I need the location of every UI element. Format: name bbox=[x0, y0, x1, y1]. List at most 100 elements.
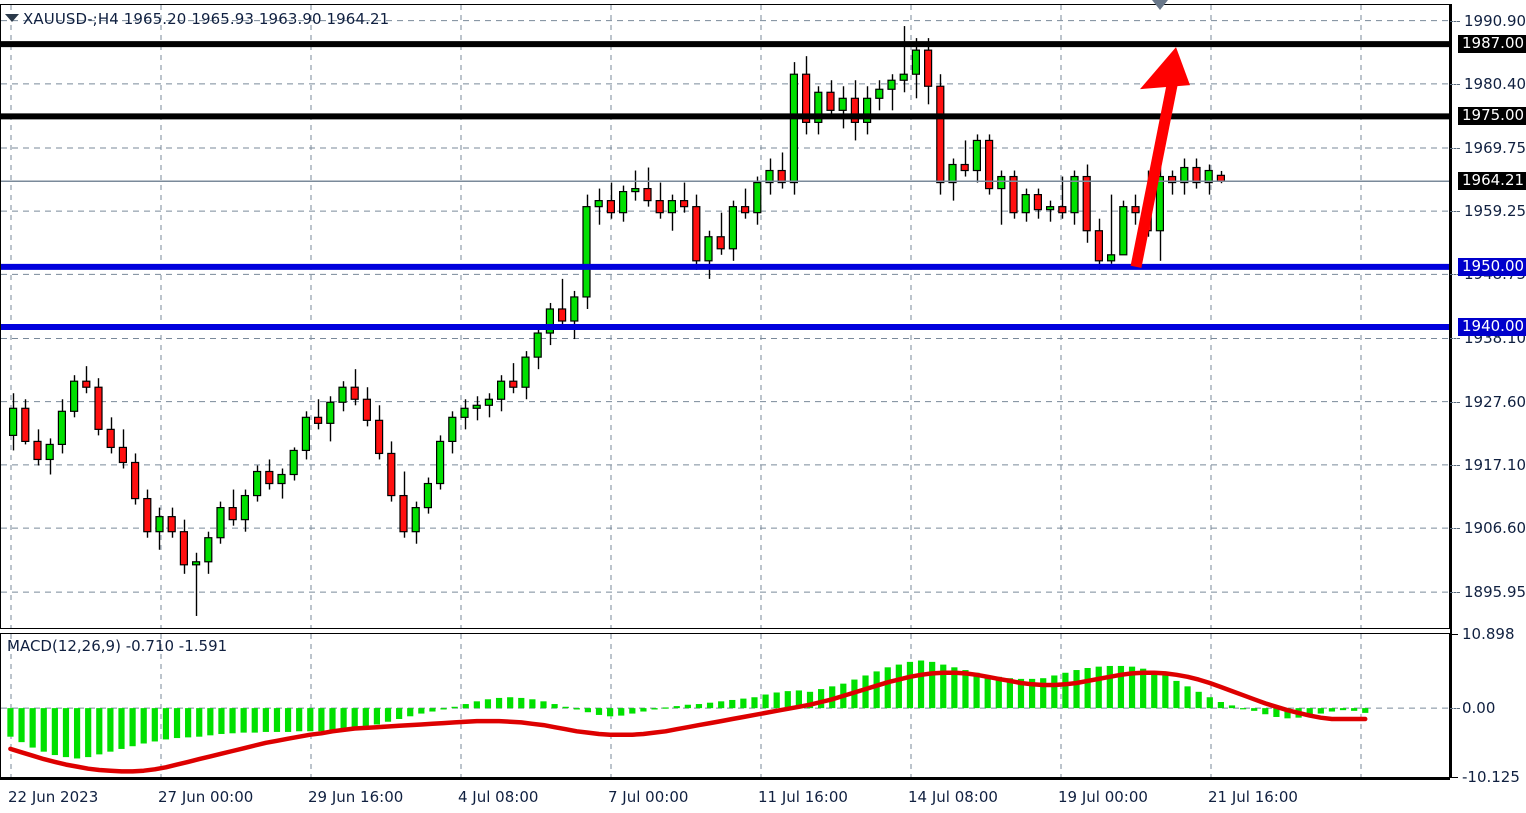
macd-histogram-bar bbox=[873, 671, 880, 709]
macd-histogram-bar bbox=[418, 708, 425, 714]
candle-bullish bbox=[972, 139, 982, 172]
macd-histogram-bar bbox=[540, 701, 547, 709]
axis-tickmark bbox=[1450, 20, 1460, 22]
candle-bullish bbox=[338, 386, 347, 403]
candle-bullish bbox=[1070, 175, 1079, 214]
macd-histogram-bar bbox=[251, 708, 258, 733]
macd-histogram-bar bbox=[1239, 708, 1247, 710]
candle-bullish bbox=[411, 507, 420, 533]
price-level-tag[interactable]: 1987.00 bbox=[1458, 35, 1526, 54]
price-tick-label: 1959.25 bbox=[1464, 202, 1526, 221]
candle-bearish bbox=[21, 407, 30, 443]
macd-histogram-bar bbox=[1073, 670, 1080, 709]
macd-histogram-bar bbox=[1106, 665, 1113, 709]
candle-bearish bbox=[923, 49, 933, 87]
macd-histogram-bar bbox=[995, 676, 1002, 709]
axis-tickmark bbox=[1450, 777, 1458, 778]
macd-histogram-bar bbox=[607, 708, 614, 717]
macd-histogram-bar bbox=[917, 660, 925, 709]
candle-bearish bbox=[362, 398, 371, 421]
axis-tickmark bbox=[1450, 147, 1460, 149]
candle-bullish bbox=[289, 449, 298, 476]
candle-bearish bbox=[167, 516, 176, 533]
candle-bearish bbox=[106, 428, 115, 449]
candle-bearish bbox=[399, 494, 408, 533]
candle-bullish bbox=[1106, 254, 1116, 262]
time-tick-label: 21 Jul 16:00 bbox=[1208, 788, 1298, 806]
macd-histogram-bar bbox=[1206, 697, 1213, 709]
macd-histogram-bar bbox=[1284, 708, 1291, 719]
macd-histogram-bar bbox=[1317, 708, 1324, 714]
axis-tickmark bbox=[1450, 464, 1460, 466]
macd-histogram-bar bbox=[484, 699, 492, 709]
triangle-down-icon[interactable] bbox=[5, 14, 19, 22]
time-tick-label: 7 Jul 00:00 bbox=[608, 788, 689, 806]
axis-tickmark bbox=[1450, 592, 1460, 594]
time-tick-label: 14 Jul 08:00 bbox=[908, 788, 998, 806]
candle-bearish bbox=[984, 139, 994, 190]
candle-bullish bbox=[789, 73, 799, 184]
price-level-tag[interactable]: 1975.00 bbox=[1458, 107, 1526, 126]
macd-histogram-bar bbox=[462, 704, 469, 709]
macd-histogram-bar bbox=[440, 708, 447, 710]
candle-bearish bbox=[692, 206, 701, 262]
macd-histogram-bar bbox=[951, 667, 958, 709]
macd-indicator-pane[interactable]: MACD(12,26,9) -0.710 -1.591 bbox=[0, 633, 1450, 778]
candle-bullish bbox=[1045, 206, 1055, 211]
candle-bullish bbox=[704, 236, 713, 262]
macd-histogram-bar bbox=[740, 698, 747, 709]
macd-histogram-bar bbox=[618, 708, 625, 716]
candle-bullish bbox=[545, 308, 555, 334]
time-axis[interactable]: 22 Jun 2023 27 Jun 00:00 29 Jun 16:00 4 Jul… bbox=[0, 778, 1450, 813]
price-axis[interactable]: 1990.901980.401969.751959.251948.751938.… bbox=[1450, 4, 1526, 629]
candle-bearish bbox=[179, 531, 188, 566]
candle-bullish bbox=[594, 200, 603, 208]
price-level-tag[interactable]: 1940.00 bbox=[1458, 318, 1526, 337]
symbol-header: XAUUSD-;H4 1965.20 1965.93 1963.90 1964.… bbox=[23, 10, 390, 28]
candle-bearish bbox=[1009, 175, 1018, 214]
macd-histogram-bar bbox=[784, 691, 791, 709]
candle-bullish bbox=[631, 187, 640, 193]
macd-histogram-bar bbox=[507, 697, 514, 709]
macd-axis[interactable]: 10.898 0.00 -10.125 bbox=[1450, 625, 1526, 786]
candle-bearish bbox=[1094, 230, 1104, 262]
candle-bearish bbox=[643, 187, 652, 202]
macd-histogram-bar bbox=[651, 708, 658, 710]
macd-histogram-bar bbox=[984, 675, 991, 709]
macd-histogram-bar bbox=[62, 708, 70, 758]
candle-bullish bbox=[155, 516, 164, 533]
price-level-tag[interactable]: 1950.00 bbox=[1458, 257, 1526, 276]
axis-tickmark bbox=[1450, 338, 1460, 340]
candle-bullish bbox=[204, 537, 213, 563]
macd-histogram-bar bbox=[96, 708, 103, 755]
macd-histogram-bar bbox=[1173, 680, 1180, 709]
candle-bearish bbox=[265, 470, 274, 485]
macd-histogram-bar bbox=[218, 708, 225, 734]
macd-histogram-bar bbox=[584, 708, 592, 713]
macd-histogram-bar bbox=[695, 704, 703, 709]
price-plot-area[interactable] bbox=[1, 5, 1449, 628]
candle-bullish bbox=[1021, 194, 1030, 214]
candle-bearish bbox=[716, 236, 725, 250]
macd-histogram-bar bbox=[129, 708, 136, 747]
macd-histogram-bar bbox=[207, 708, 214, 736]
price-chart-pane[interactable]: XAUUSD-;H4 1965.20 1965.93 1963.90 1964.… bbox=[0, 4, 1450, 629]
candle-bearish bbox=[1216, 174, 1226, 182]
macd-histogram-bar bbox=[1273, 708, 1280, 717]
candle-bullish bbox=[838, 97, 847, 111]
macd-histogram-bar bbox=[884, 667, 891, 709]
candle-bullish bbox=[277, 473, 286, 485]
candle-bearish bbox=[850, 97, 860, 123]
macd-histogram-bar bbox=[373, 708, 381, 725]
macd-histogram-bar bbox=[684, 704, 691, 709]
candle-bearish bbox=[82, 380, 91, 388]
chart-top-marker-icon[interactable] bbox=[1152, 0, 1168, 10]
candle-bullish bbox=[997, 175, 1006, 190]
time-tick-label: 27 Jun 00:00 bbox=[158, 788, 254, 806]
macd-histogram-bar bbox=[773, 692, 780, 709]
candle-bearish bbox=[1033, 194, 1043, 211]
axis-separator bbox=[1450, 4, 1452, 778]
price-level-tag[interactable]: 1964.21 bbox=[1458, 172, 1526, 191]
macd-plot-area[interactable] bbox=[1, 634, 1449, 777]
